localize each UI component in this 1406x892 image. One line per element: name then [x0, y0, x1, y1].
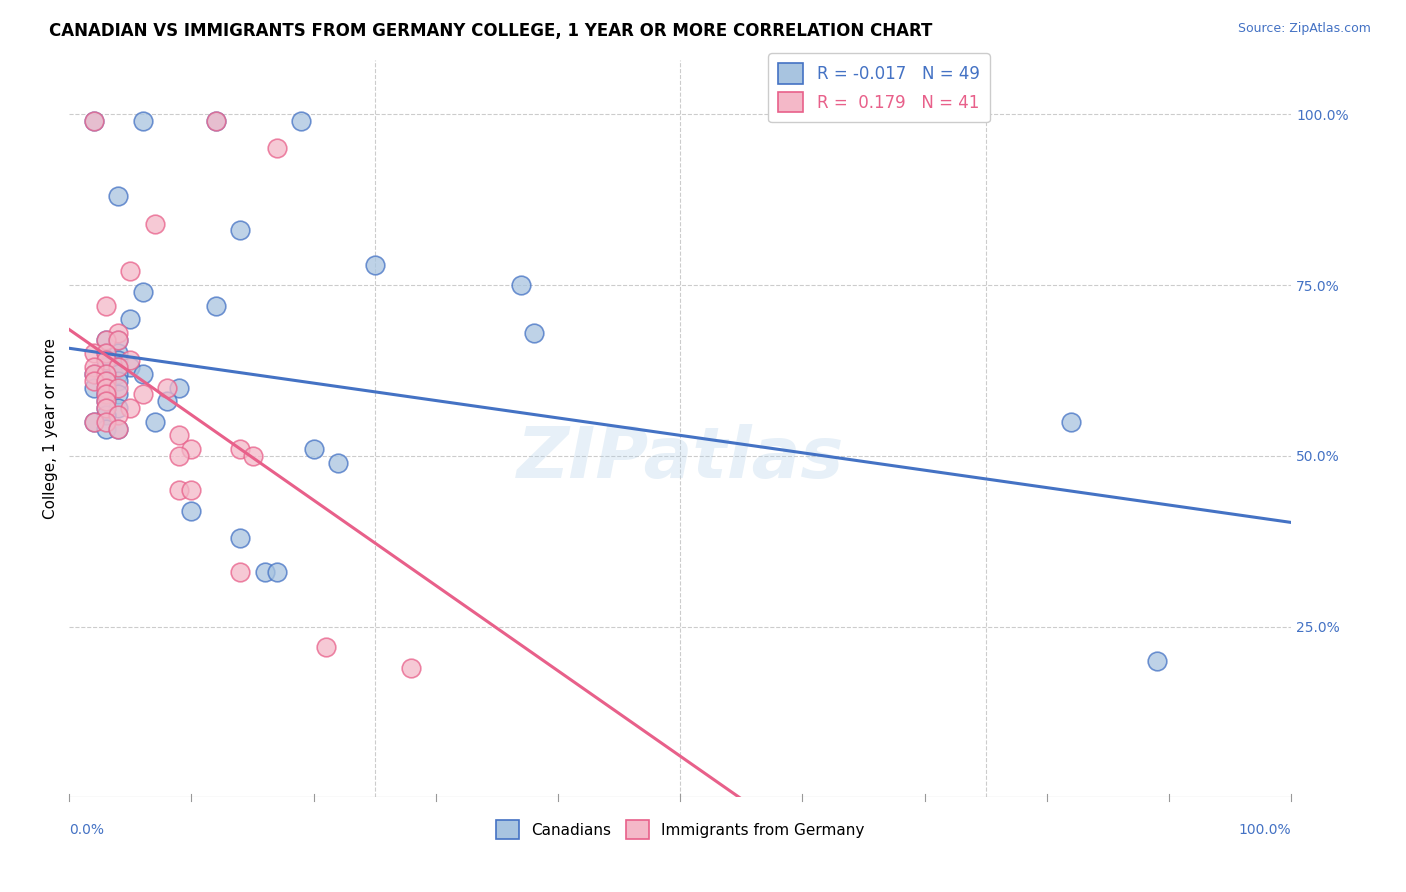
Point — [107, 421, 129, 435]
Point — [107, 380, 129, 394]
Point — [107, 408, 129, 422]
Point — [167, 380, 190, 394]
Point — [1060, 415, 1083, 429]
Point — [266, 141, 288, 155]
Point — [107, 326, 129, 340]
Point — [94, 380, 117, 394]
Point — [107, 333, 129, 347]
Point — [94, 401, 117, 415]
Point — [83, 367, 105, 381]
Point — [131, 367, 153, 381]
Point — [107, 401, 129, 415]
Point — [180, 503, 202, 517]
Point — [94, 394, 117, 409]
Point — [94, 415, 117, 429]
Point — [94, 346, 117, 360]
Point — [131, 387, 153, 401]
Point — [131, 285, 153, 299]
Point — [143, 415, 166, 429]
Point — [180, 483, 202, 497]
Point — [156, 380, 179, 394]
Point — [94, 359, 117, 374]
Point — [107, 353, 129, 368]
Point — [167, 449, 190, 463]
Point — [83, 374, 105, 388]
Point — [94, 374, 117, 388]
Point — [229, 223, 252, 237]
Point — [94, 299, 117, 313]
Point — [107, 359, 129, 374]
Point — [205, 299, 228, 313]
Point — [83, 114, 105, 128]
Text: CANADIAN VS IMMIGRANTS FROM GERMANY COLLEGE, 1 YEAR OR MORE CORRELATION CHART: CANADIAN VS IMMIGRANTS FROM GERMANY COLL… — [49, 22, 932, 40]
Point — [94, 401, 117, 415]
Point — [107, 359, 129, 374]
Point — [1146, 654, 1168, 668]
Point — [107, 367, 129, 381]
Point — [94, 421, 117, 435]
Text: Source: ZipAtlas.com: Source: ZipAtlas.com — [1237, 22, 1371, 36]
Text: ZIPatlas: ZIPatlas — [516, 424, 844, 492]
Point — [94, 333, 117, 347]
Point — [83, 346, 105, 360]
Legend: Canadians, Immigrants from Germany: Canadians, Immigrants from Germany — [489, 814, 870, 845]
Point — [94, 408, 117, 422]
Point — [94, 353, 117, 368]
Point — [364, 258, 387, 272]
Point — [242, 449, 264, 463]
Point — [83, 415, 105, 429]
Point — [326, 456, 349, 470]
Point — [143, 217, 166, 231]
Point — [510, 278, 533, 293]
Point — [253, 565, 276, 579]
Point — [167, 483, 190, 497]
Point — [180, 442, 202, 456]
Point — [83, 380, 105, 394]
Point — [94, 346, 117, 360]
Point — [94, 380, 117, 394]
Point — [302, 442, 325, 456]
Point — [107, 374, 129, 388]
Point — [83, 415, 105, 429]
Point — [107, 387, 129, 401]
Point — [83, 367, 105, 381]
Y-axis label: College, 1 year or more: College, 1 year or more — [44, 338, 58, 519]
Point — [94, 367, 117, 381]
Point — [94, 367, 117, 381]
Point — [94, 333, 117, 347]
Point — [94, 374, 117, 388]
Point — [120, 312, 142, 326]
Point — [94, 353, 117, 368]
Point — [94, 394, 117, 409]
Point — [107, 421, 129, 435]
Point — [83, 114, 105, 128]
Point — [156, 394, 179, 409]
Point — [401, 660, 423, 674]
Point — [120, 353, 142, 368]
Point — [229, 442, 252, 456]
Text: 100.0%: 100.0% — [1239, 823, 1291, 838]
Point — [290, 114, 312, 128]
Point — [120, 359, 142, 374]
Point — [94, 387, 117, 401]
Point — [107, 346, 129, 360]
Point — [94, 387, 117, 401]
Point — [229, 531, 252, 545]
Point — [131, 114, 153, 128]
Point — [523, 326, 546, 340]
Point — [315, 640, 337, 654]
Point — [120, 264, 142, 278]
Point — [266, 565, 288, 579]
Point — [229, 565, 252, 579]
Point — [120, 401, 142, 415]
Point — [205, 114, 228, 128]
Point — [205, 114, 228, 128]
Point — [107, 189, 129, 203]
Point — [167, 428, 190, 442]
Point — [107, 333, 129, 347]
Point — [83, 359, 105, 374]
Text: 0.0%: 0.0% — [69, 823, 104, 838]
